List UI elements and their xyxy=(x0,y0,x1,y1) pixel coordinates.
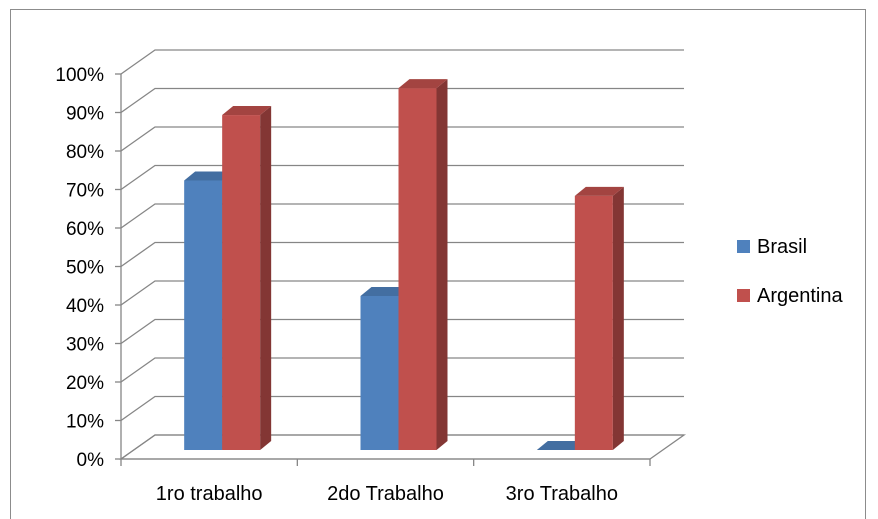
x-category-label: 1ro trabalho xyxy=(156,483,263,505)
bar-front-face xyxy=(222,115,261,451)
chart-frame xyxy=(10,9,866,519)
gridline xyxy=(120,49,684,75)
bar-top-face xyxy=(222,106,272,116)
y-tick-label: 80% xyxy=(66,142,104,163)
y-tick-label: 90% xyxy=(66,104,104,125)
bar-front-face xyxy=(398,88,437,450)
x-category-label: 3ro Trabalho xyxy=(506,483,618,505)
bar-top-face xyxy=(398,79,448,89)
y-tick-label: 50% xyxy=(66,258,104,279)
y-tick-label: 20% xyxy=(66,373,104,394)
legend-label-brasil: Brasil xyxy=(757,236,807,258)
x-axis-category-labels: 1ro trabalho 2do Trabalho 3ro Trabalho xyxy=(156,483,618,505)
gridlines xyxy=(120,49,684,460)
axes xyxy=(115,73,651,466)
gridline xyxy=(120,357,684,383)
bar-argentina-2 xyxy=(398,79,448,450)
bar-side-face xyxy=(260,106,272,451)
gridline xyxy=(120,434,684,460)
x-category-label: 2do Trabalho xyxy=(327,483,444,505)
legend-label-argentina: Argentina xyxy=(757,285,843,307)
bar-top-face xyxy=(184,171,234,181)
legend-swatch-argentina xyxy=(737,289,750,302)
bar-argentina-3 xyxy=(574,186,624,450)
bar-side-face xyxy=(612,186,624,450)
bar-brasil-3 xyxy=(536,441,586,450)
gridline xyxy=(120,318,684,345)
y-tick-label: 70% xyxy=(66,181,104,202)
y-tick-label: 60% xyxy=(66,219,104,240)
gridline xyxy=(120,280,684,306)
gridline xyxy=(120,203,684,229)
bar-top-face xyxy=(574,186,624,196)
bar-side-face xyxy=(436,79,448,450)
bar-top-face xyxy=(360,287,410,296)
bar-front-face xyxy=(360,296,399,450)
y-tick-label: 30% xyxy=(66,335,104,356)
y-tick-label: 40% xyxy=(66,296,104,317)
y-tick-label: 100% xyxy=(55,65,104,86)
legend: Brasil Argentina xyxy=(737,236,843,307)
gridline xyxy=(120,126,684,152)
legend-swatch-brasil xyxy=(737,240,750,253)
gridline xyxy=(120,87,684,114)
gridline xyxy=(120,164,684,191)
bars xyxy=(184,79,624,451)
y-tick-label: 0% xyxy=(77,450,105,471)
bar-argentina-1 xyxy=(222,106,272,451)
y-axis-tick-labels: 0% 10% 20% 30% 40% 50% 60% 70% 80% 90% 100% xyxy=(55,65,104,471)
bar-top-face xyxy=(536,441,586,450)
gridline xyxy=(120,395,684,422)
gridline xyxy=(120,241,684,268)
bar-front-face xyxy=(574,195,613,450)
y-tick-label: 10% xyxy=(66,412,104,433)
bar-front-face xyxy=(184,180,223,450)
